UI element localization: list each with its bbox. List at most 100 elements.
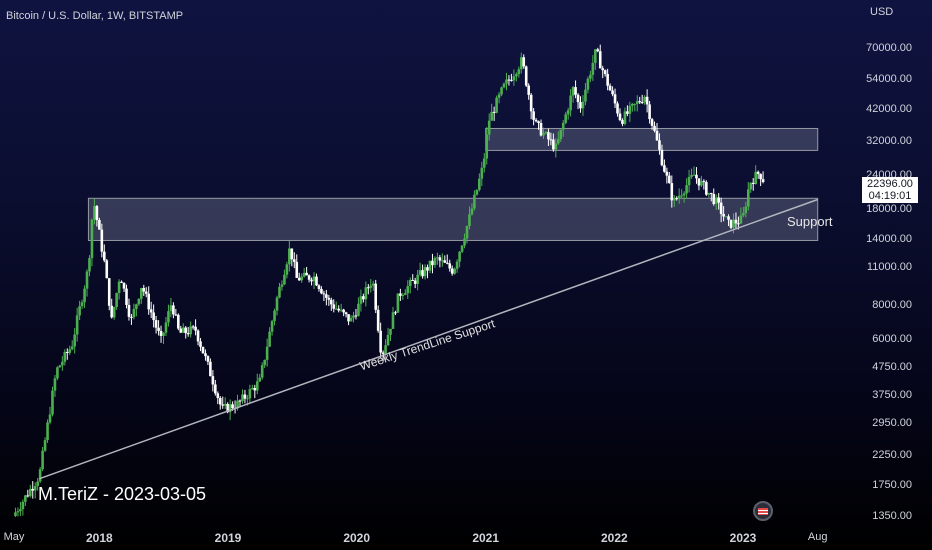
candle-body (677, 195, 681, 199)
weekly-candle (93, 198, 96, 225)
candle-body (478, 178, 481, 190)
weekly-candle (606, 68, 609, 91)
candle-body (571, 87, 575, 96)
candle-body (512, 76, 516, 81)
candle-body (93, 206, 96, 220)
weekly-candle (107, 277, 111, 311)
weekly-candle (135, 303, 138, 317)
candle-body (352, 315, 355, 318)
weekly-candle (206, 355, 210, 366)
weekly-candle (561, 120, 565, 137)
weekly-candle (196, 329, 200, 346)
weekly-candle (507, 75, 511, 86)
candle-body (290, 248, 294, 260)
weekly-candle (270, 319, 274, 336)
candle-body (675, 198, 679, 200)
candle-body (223, 403, 227, 406)
weekly-candle (556, 131, 560, 145)
candle-body (579, 102, 582, 109)
candle-body (482, 158, 486, 168)
weekly-candle (512, 69, 516, 86)
weekly-candle (102, 244, 106, 263)
candle-body (566, 110, 570, 115)
weekly-candle (359, 289, 363, 312)
weekly-candle (490, 103, 493, 121)
candle-body (645, 96, 649, 105)
candle-body (460, 245, 464, 252)
candle-body (547, 132, 550, 140)
price-tick-label: 2950.00 (872, 417, 912, 430)
candle-body (322, 293, 326, 295)
candle-body (312, 276, 316, 282)
weekly-candle (616, 101, 619, 117)
weekly-candle (218, 396, 222, 410)
weekly-candle (58, 364, 62, 368)
weekly-candle (36, 478, 39, 491)
candle-body (749, 182, 753, 190)
candle-body (278, 286, 281, 298)
candle-body (441, 260, 444, 262)
weekly-candle (547, 128, 550, 147)
candle-body (416, 274, 419, 284)
weekly-candle (677, 188, 681, 204)
weekly-candle (63, 349, 67, 366)
candle-body (574, 87, 577, 95)
candle-body (85, 271, 89, 289)
candle-body (712, 194, 716, 204)
weekly-candle (406, 280, 410, 299)
candle-body (695, 174, 698, 179)
candle-body (24, 495, 27, 502)
candle-body (107, 278, 111, 306)
weekly-candle (223, 397, 227, 410)
candle-body (339, 309, 343, 311)
weekly-candle (751, 178, 755, 191)
candle-body (653, 125, 656, 131)
weekly-candle (719, 197, 723, 223)
weekly-candle (255, 373, 259, 395)
weekly-candle (411, 274, 415, 281)
candle-body (682, 193, 686, 196)
candle-body (162, 332, 165, 336)
weekly-candle (248, 384, 252, 403)
weekly-candle (421, 264, 424, 279)
candle-body (117, 281, 121, 294)
weekly-candle (362, 293, 365, 303)
candle-body (389, 328, 392, 335)
weekly-candle (332, 299, 336, 313)
candle-body (159, 330, 163, 336)
weekly-candle (470, 203, 474, 216)
candle-body (359, 296, 363, 304)
candle-body (470, 208, 474, 215)
price-tick-label: 14000.00 (866, 232, 912, 245)
candle-body (564, 114, 567, 123)
candle-body (285, 264, 289, 275)
support-zone-label: Support (787, 214, 833, 229)
candle-body (204, 353, 207, 357)
flag-badge-icon[interactable] (753, 501, 773, 521)
weekly-candle (436, 252, 439, 265)
candle-body (534, 119, 538, 122)
candle-body (251, 387, 254, 390)
candle-body (292, 259, 296, 262)
weekly-candle (233, 400, 237, 414)
candle-body (88, 258, 91, 272)
candle-body (218, 397, 222, 405)
weekly-candle (322, 290, 326, 302)
candle-body (226, 403, 229, 413)
candle-body (19, 509, 22, 512)
symbol-title: Bitcoin / U.S. Dollar, 1W, BITSTAMP (6, 10, 184, 22)
candle-body (120, 281, 123, 283)
candle-body (325, 294, 328, 298)
price-tick-label: 4750.00 (872, 360, 912, 373)
weekly-candle (41, 446, 44, 472)
candle-body (556, 139, 560, 144)
price-tick-label: 8000.00 (872, 299, 912, 312)
candle-body (663, 165, 666, 172)
weekly-candle (16, 507, 20, 517)
candle-body (631, 103, 634, 106)
candle-body (433, 257, 437, 266)
weekly-candle (199, 338, 202, 352)
candle-body (63, 351, 67, 362)
candle-body (522, 57, 526, 67)
candle-body (334, 308, 338, 310)
